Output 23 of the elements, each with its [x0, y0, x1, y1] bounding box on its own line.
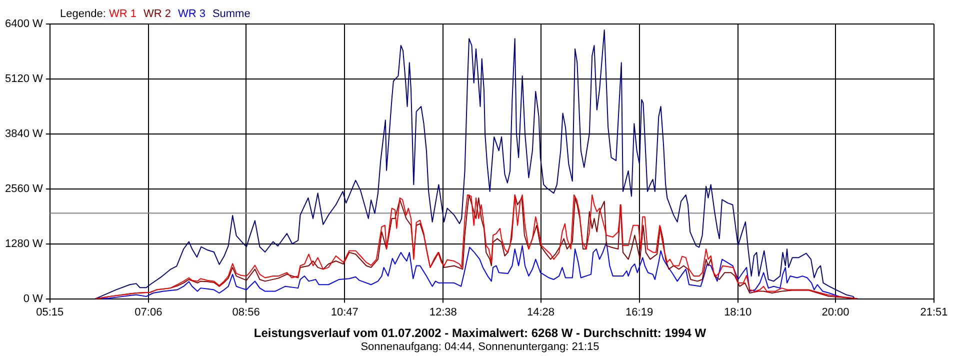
x-tick-label: 18:10 [724, 306, 752, 318]
x-tick-label: 07:06 [134, 306, 162, 318]
x-tick-label: 16:19 [626, 306, 654, 318]
y-tick-label: 6400 W [4, 18, 44, 30]
legend-title: Legende: [60, 8, 107, 20]
text: Leistungsverlauf vom 01.07.2002 - Maximalwert: 6268 W - Durchschnitt: 1994 W [252, 326, 708, 340]
x-tick-label: 10:47 [330, 306, 358, 318]
y-tick-label: 2560 W [4, 182, 44, 195]
y-tick-label: 5120 W [4, 72, 44, 85]
y-tick-label: 3840 W [4, 128, 44, 140]
x-tick-label: 21:51 [920, 306, 948, 318]
x-tick-label: 08:56 [232, 306, 260, 318]
x-tick-label: 14:28 [527, 306, 555, 318]
x-tick-label: 05:15 [36, 306, 64, 318]
y-tick-label: 0 W [23, 292, 44, 305]
text: WR 1 [108, 8, 136, 20]
text: WR 2 [143, 8, 171, 20]
x-tick-label: 20:00 [822, 306, 850, 318]
text: Sonnenaufgang: 04:44, Sonnenuntergang: 21:15 [360, 341, 600, 353]
y-tick-label: 1280 W [4, 238, 44, 250]
text: Summe [212, 8, 250, 20]
text: WR 3 [178, 8, 206, 20]
x-tick-label: 12:38 [429, 306, 457, 318]
